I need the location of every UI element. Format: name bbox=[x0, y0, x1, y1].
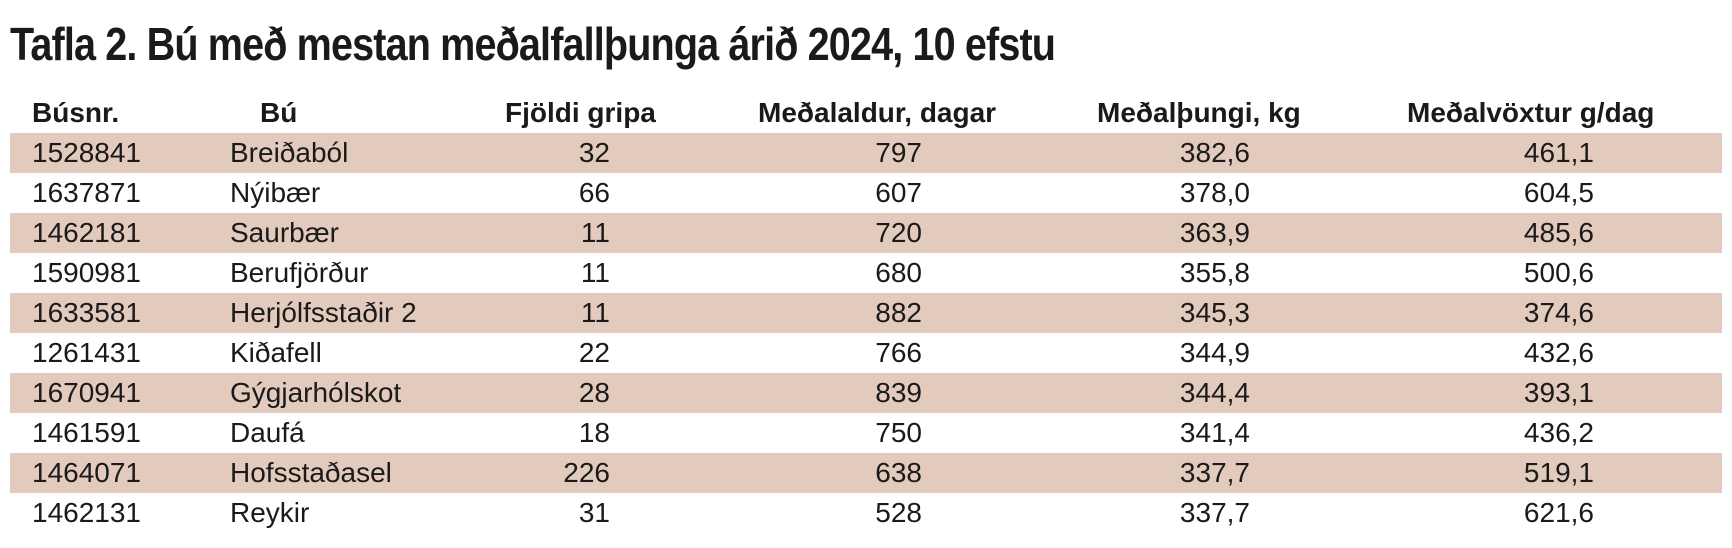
table-row: 1633581 Herjólfsstaðir 2 11 882 345,3 37… bbox=[10, 293, 1722, 333]
table-title: Tafla 2. Bú með mestan meðalfallþunga ár… bbox=[10, 18, 1056, 70]
column-header-medalaldur: Meðalaldur, dagar bbox=[758, 97, 997, 128]
cell-fjoldi: 31 bbox=[578, 497, 610, 528]
cell-medalaldur: 680 bbox=[875, 257, 922, 288]
cell-medalaldur: 607 bbox=[875, 177, 922, 208]
table-row: 1670941 Gýgjarhólskot 28 839 344,4 393,1 bbox=[10, 373, 1722, 413]
cell-medalvoxtur: 604,5 bbox=[1523, 177, 1594, 208]
cell-bu: Nýibær bbox=[230, 177, 321, 208]
cell-fjoldi: 32 bbox=[578, 137, 610, 168]
column-header-bu: Bú bbox=[260, 97, 298, 128]
cell-busnr: 1633581 bbox=[32, 297, 142, 328]
column-header-medalthungi: Meðalþungi, kg bbox=[1097, 97, 1301, 128]
cell-medalthungi: 344,4 bbox=[1179, 377, 1250, 408]
column-header-busnr: Búsnr. bbox=[32, 97, 120, 128]
cell-busnr: 1528841 bbox=[32, 137, 142, 168]
cell-bu: Hofsstaðasel bbox=[230, 457, 392, 488]
cell-medalthungi: 363,9 bbox=[1179, 217, 1250, 248]
table-row: 1461591 Daufá 18 750 341,4 436,2 bbox=[10, 413, 1722, 453]
column-header-medalvoxtur: Meðalvöxtur g/dag bbox=[1407, 97, 1655, 128]
cell-medalthungi: 345,3 bbox=[1179, 297, 1250, 328]
cell-busnr: 1590981 bbox=[32, 257, 142, 288]
cell-fjoldi: 11 bbox=[580, 217, 610, 248]
cell-medalvoxtur: 436,2 bbox=[1523, 417, 1594, 448]
cell-medalaldur: 766 bbox=[875, 337, 922, 368]
column-header-fjoldi: Fjöldi gripa bbox=[505, 97, 656, 128]
cell-fjoldi: 226 bbox=[563, 457, 610, 488]
table-row: 1462131 Reykir 31 528 337,7 621,6 bbox=[10, 493, 1722, 533]
cell-fjoldi: 22 bbox=[578, 337, 610, 368]
cell-medalthungi: 382,6 bbox=[1179, 137, 1250, 168]
cell-bu: Gýgjarhólskot bbox=[230, 377, 402, 408]
cell-medalvoxtur: 432,6 bbox=[1523, 337, 1594, 368]
cell-medalvoxtur: 621,6 bbox=[1523, 497, 1594, 528]
cell-fjoldi: 11 bbox=[580, 297, 610, 328]
table-header-row: Búsnr. Bú Fjöldi gripa Meðalaldur, dagar… bbox=[10, 93, 1722, 133]
cell-fjoldi: 11 bbox=[580, 257, 610, 288]
cell-medalaldur: 750 bbox=[875, 417, 922, 448]
cell-medalvoxtur: 374,6 bbox=[1523, 297, 1594, 328]
cell-medalaldur: 638 bbox=[875, 457, 922, 488]
cell-fjoldi: 28 bbox=[578, 377, 610, 408]
cell-medalvoxtur: 393,1 bbox=[1523, 377, 1594, 408]
cell-busnr: 1464071 bbox=[32, 457, 142, 488]
cell-bu: Kiðafell bbox=[230, 337, 322, 368]
cell-medalvoxtur: 519,1 bbox=[1523, 457, 1594, 488]
cell-medalvoxtur: 500,6 bbox=[1523, 257, 1594, 288]
cell-fjoldi: 18 bbox=[578, 417, 610, 448]
table-row: 1261431 Kiðafell 22 766 344,9 432,6 bbox=[10, 333, 1722, 373]
cell-medalthungi: 355,8 bbox=[1179, 257, 1250, 288]
cell-medalaldur: 882 bbox=[875, 297, 922, 328]
table-row: 1464071 Hofsstaðasel 226 638 337,7 519,1 bbox=[10, 453, 1722, 493]
cell-bu: Saurbær bbox=[230, 217, 339, 248]
cell-busnr: 1462131 bbox=[32, 497, 142, 528]
cell-busnr: 1462181 bbox=[32, 217, 142, 248]
cell-bu: Herjólfsstaðir 2 bbox=[230, 297, 417, 328]
table-row: 1528841 Breiðaból 32 797 382,6 461,1 bbox=[10, 133, 1722, 173]
cell-medalthungi: 337,7 bbox=[1179, 497, 1250, 528]
cell-busnr: 1670941 bbox=[32, 377, 142, 408]
cell-medalaldur: 839 bbox=[875, 377, 922, 408]
cell-medalaldur: 528 bbox=[875, 497, 922, 528]
cell-busnr: 1637871 bbox=[32, 177, 142, 208]
cell-medalthungi: 378,0 bbox=[1179, 177, 1250, 208]
cell-medalaldur: 720 bbox=[875, 217, 922, 248]
cell-medalaldur: 797 bbox=[875, 137, 922, 168]
cell-medalthungi: 344,9 bbox=[1179, 337, 1250, 368]
cell-bu: Reykir bbox=[230, 497, 310, 528]
cell-medalthungi: 337,7 bbox=[1179, 457, 1250, 488]
cell-medalthungi: 341,4 bbox=[1179, 417, 1250, 448]
cell-medalvoxtur: 485,6 bbox=[1523, 217, 1594, 248]
cell-medalvoxtur: 461,1 bbox=[1523, 137, 1594, 168]
cell-bu: Breiðaból bbox=[230, 137, 349, 168]
table-row: 1462181 Saurbær 11 720 363,9 485,6 bbox=[10, 213, 1722, 253]
data-table: Búsnr. Bú Fjöldi gripa Meðalaldur, dagar… bbox=[10, 93, 1722, 533]
table-row: 1590981 Berufjörður 11 680 355,8 500,6 bbox=[10, 253, 1722, 293]
cell-busnr: 1461591 bbox=[32, 417, 142, 448]
table-row: 1637871 Nýibær 66 607 378,0 604,5 bbox=[10, 173, 1722, 213]
cell-bu: Berufjörður bbox=[230, 257, 369, 288]
cell-fjoldi: 66 bbox=[578, 177, 610, 208]
cell-bu: Daufá bbox=[230, 417, 305, 448]
cell-busnr: 1261431 bbox=[32, 337, 142, 368]
